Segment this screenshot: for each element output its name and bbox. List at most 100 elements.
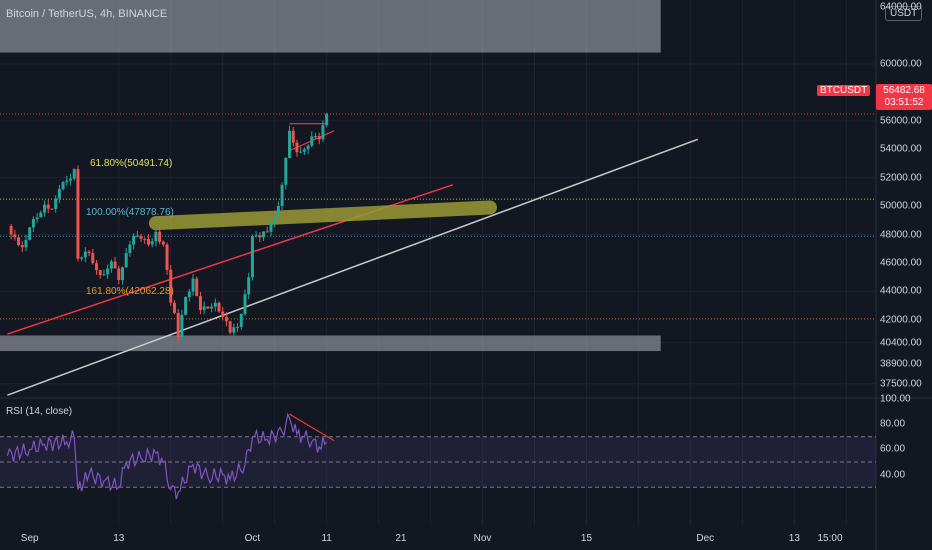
candle-body	[273, 217, 277, 224]
candle-body	[17, 237, 21, 246]
candle-body	[132, 235, 136, 245]
candle-body	[113, 261, 117, 269]
price-axis-tick: 42000.00	[880, 314, 922, 326]
candle-body	[198, 296, 202, 310]
candle-body	[165, 244, 169, 270]
candle-body	[20, 245, 24, 248]
candle-body	[50, 208, 54, 210]
candle-body	[236, 326, 240, 328]
candle-body	[224, 316, 228, 322]
time-axis-tick: Nov	[473, 533, 492, 544]
candle-body	[54, 198, 58, 209]
time-axis-tick: 15	[580, 533, 593, 544]
candle-body	[109, 261, 113, 269]
candle-body	[321, 125, 325, 140]
candle-body	[95, 263, 99, 271]
time-axis-tick: 13	[788, 533, 800, 544]
time-axis-tick: Oct	[244, 533, 261, 544]
candle-body	[213, 302, 217, 307]
price-axis-tick: 64000.00	[880, 1, 922, 13]
price-zone	[0, 0, 661, 53]
candle-body	[265, 231, 269, 233]
candle-body	[57, 189, 61, 199]
candle-body	[69, 178, 73, 181]
candle-body	[269, 223, 273, 232]
time-axis-tick: Sep	[20, 533, 39, 544]
candle-body	[143, 238, 147, 240]
candle-body	[76, 169, 80, 259]
candle-body	[87, 251, 91, 254]
time-axis-tick: 21	[395, 533, 407, 544]
time-axis-tick: 15:00	[817, 533, 843, 544]
candle-body	[317, 136, 321, 140]
price-axis-tick: 54000.00	[880, 143, 922, 155]
candle-body	[139, 235, 143, 239]
candle-body	[9, 226, 13, 235]
price-axis-tick: 40400.00	[880, 337, 922, 349]
price-axis-tick: 48000.00	[880, 229, 922, 241]
candle-body	[128, 244, 132, 254]
candle-body	[98, 270, 102, 276]
fib-label-100: 100.00%(47878.76)	[86, 207, 174, 218]
candle-body	[39, 212, 43, 218]
price-axis-tick: 52000.00	[880, 172, 922, 184]
price-axis-tick: 60000.00	[880, 58, 922, 70]
time-axis-tick: 11	[321, 533, 332, 544]
rsi-line	[6, 412, 328, 500]
candle-body	[154, 231, 158, 242]
candle-body	[46, 204, 50, 209]
candle-body	[191, 278, 195, 292]
trendline-support	[7, 138, 699, 396]
candle-body	[83, 251, 87, 258]
candle-body	[284, 157, 288, 185]
candle-body	[206, 306, 210, 309]
candle-body	[24, 239, 28, 248]
candle-body	[202, 306, 206, 310]
candle-body	[187, 291, 191, 298]
candle-body	[210, 306, 214, 309]
candle-body	[221, 311, 225, 317]
candle-body	[158, 231, 162, 242]
rsi-axis-tick: 60.00	[880, 443, 906, 455]
symbol-title[interactable]: Bitcoin / TetherUS, 4h, BINANCE	[6, 8, 168, 20]
last-price-ticker-label: BTCUSDT	[817, 85, 871, 96]
candle-body	[295, 142, 299, 153]
candle-body	[280, 184, 284, 206]
candle-body	[169, 269, 173, 303]
price-axis-tick: 37500.00	[880, 378, 922, 390]
price-axis-tick: 46000.00	[880, 257, 922, 269]
candle-body	[299, 151, 303, 153]
rsi-title[interactable]: RSI (14, close)	[6, 406, 73, 417]
candle-body	[31, 219, 35, 228]
candle-body	[291, 130, 295, 143]
candle-body	[61, 182, 65, 190]
candle-body	[232, 327, 236, 333]
time-axis-tick: 13	[113, 533, 125, 544]
candle-body	[180, 314, 184, 337]
candle-body	[262, 231, 266, 238]
candle-body	[106, 268, 110, 275]
candle-body	[176, 312, 180, 337]
candle-body	[288, 130, 292, 158]
price-axis-tick: 44000.00	[880, 285, 922, 297]
rsi-divergence-line	[289, 413, 335, 442]
candle-body	[124, 253, 128, 268]
currency-badge[interactable]: USDT	[885, 6, 923, 21]
price-axis-tick: 38900.00	[880, 358, 922, 370]
candle-body	[254, 235, 258, 237]
candle-body	[302, 149, 306, 152]
candle-body	[250, 235, 254, 278]
candle-body	[28, 227, 32, 240]
last-price-box: 56482.68 03:51:52	[876, 84, 932, 110]
candle-body	[91, 253, 95, 264]
candle-body	[247, 277, 251, 295]
candle-body	[80, 257, 84, 259]
candle-body	[217, 302, 221, 312]
rsi-axis-tick: 40.00	[880, 469, 906, 481]
candle-body	[276, 205, 280, 218]
candle-body	[135, 235, 139, 237]
rsi-axis-tick: 100.00	[880, 393, 911, 405]
